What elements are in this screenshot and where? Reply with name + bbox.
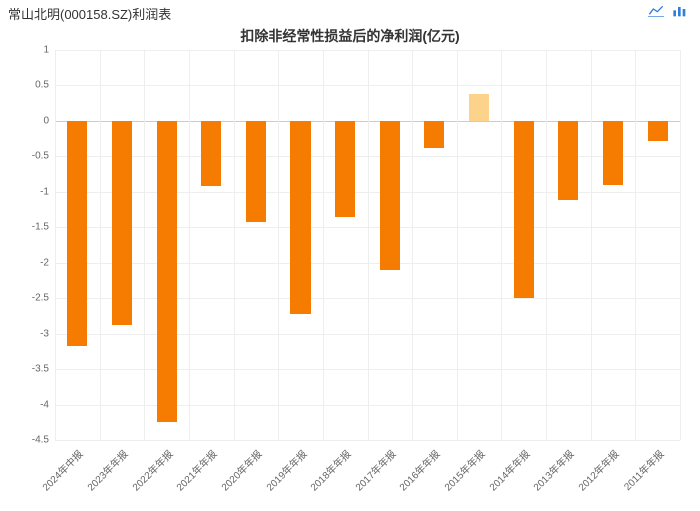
y-tick-label: -3 (40, 328, 49, 339)
split-line (323, 50, 324, 440)
split-line (546, 50, 547, 440)
split-line (234, 50, 235, 440)
split-line (189, 50, 190, 440)
bar[interactable] (558, 121, 578, 200)
bar-chart-icon[interactable] (672, 4, 688, 18)
page-title: 常山北明(000158.SZ)利润表 (8, 4, 171, 23)
x-axis-labels: 2024年中报2023年年报2022年年报2021年年报2020年年报2019年… (55, 446, 680, 511)
bar[interactable] (246, 121, 266, 222)
y-tick-label: -3.5 (32, 364, 49, 375)
bar[interactable] (469, 94, 489, 121)
y-tick-label: -1.5 (32, 222, 49, 233)
split-line (278, 50, 279, 440)
split-line (501, 50, 502, 440)
line-chart-icon[interactable] (648, 4, 664, 18)
bar[interactable] (201, 121, 221, 186)
split-line (635, 50, 636, 440)
split-line (591, 50, 592, 440)
y-tick-label: 0.5 (35, 80, 49, 91)
split-line (457, 50, 458, 440)
bar[interactable] (290, 121, 310, 314)
gridline (55, 440, 680, 441)
y-tick-label: -4.5 (32, 435, 49, 446)
bar[interactable] (380, 121, 400, 270)
bar[interactable] (112, 121, 132, 325)
split-line (100, 50, 101, 440)
y-tick-label: -0.5 (32, 151, 49, 162)
y-tick-label: -2.5 (32, 293, 49, 304)
y-tick-label: -1 (40, 186, 49, 197)
chart-plot-area: -4.5-4-3.5-3-2.5-2-1.5-1-0.500.51 (55, 50, 680, 440)
bar[interactable] (424, 121, 444, 148)
chart-tools (648, 4, 688, 18)
split-line (368, 50, 369, 440)
y-tick-label: -2 (40, 257, 49, 268)
bar[interactable] (648, 121, 668, 141)
chart-title: 扣除非经常性损益后的净利润(亿元) (0, 26, 700, 46)
split-line (680, 50, 681, 440)
bar[interactable] (67, 121, 87, 346)
y-tick-label: 0 (43, 115, 49, 126)
split-line (55, 50, 56, 440)
bar[interactable] (157, 121, 177, 422)
bar[interactable] (603, 121, 623, 185)
bar[interactable] (514, 121, 534, 298)
split-line (412, 50, 413, 440)
y-tick-label: -4 (40, 399, 49, 410)
y-tick-label: 1 (43, 45, 49, 56)
split-line (144, 50, 145, 440)
bar[interactable] (335, 121, 355, 217)
